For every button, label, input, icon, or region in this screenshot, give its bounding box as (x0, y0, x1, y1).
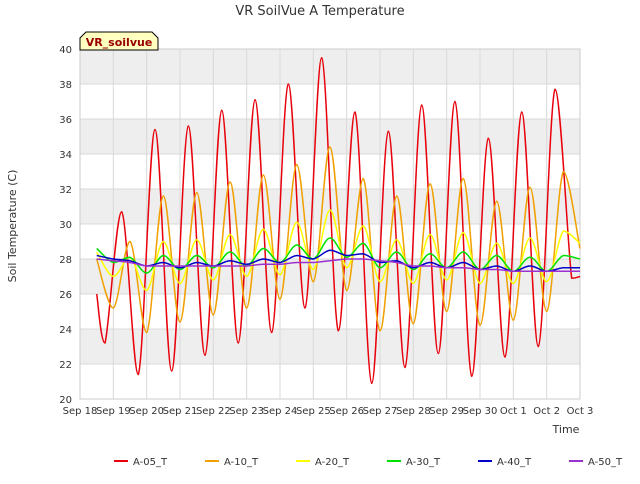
legend-label-A-40_T: A-40_T (497, 457, 532, 468)
x-tick-label: Sep 18 (63, 406, 98, 417)
x-tick-label: Sep 28 (396, 406, 431, 417)
y-tick-label: 40 (59, 45, 72, 56)
legend: A-05_T A-10_T A-20_T A-30_T A-40_T A-50_T (114, 457, 623, 468)
y-tick-label: 26 (59, 290, 72, 301)
x-tick-label: Sep 22 (196, 406, 231, 417)
chart-title: VR SoilVue A Temperature (235, 4, 404, 19)
y-tick-label: 36 (59, 115, 72, 126)
series-lines (95, 57, 581, 385)
background-bands (80, 49, 580, 364)
x-tick-label: Sep 20 (129, 406, 164, 417)
x-tick-label: Sep 26 (329, 406, 364, 417)
series-line-A-10_T (95, 146, 581, 334)
x-tick-label: Sep 27 (363, 406, 398, 417)
x-tick-label: Oct 3 (567, 406, 594, 417)
plot-frame (79, 48, 581, 400)
legend-label-A-30_T: A-30_T (406, 457, 441, 468)
x-tick-label: Sep 30 (463, 406, 498, 417)
band-38 (80, 49, 580, 84)
legend-label-A-50_T: A-50_T (588, 457, 623, 468)
y-axis-label: Soil Temperature (C) (6, 170, 19, 283)
x-axis-label: Time (552, 423, 580, 436)
band-22 (80, 329, 580, 364)
y-tick-label: 34 (59, 150, 72, 161)
x-tick-label: Sep 23 (229, 406, 264, 417)
badge-shape (79, 31, 159, 51)
x-tick-label: Sep 29 (429, 406, 464, 417)
series-line-A-20_T (96, 209, 581, 292)
band-34 (80, 119, 580, 154)
series-line-A-30_T (96, 237, 581, 274)
x-tick-label: Sep 24 (263, 406, 298, 417)
y-tick-label: 32 (59, 185, 72, 196)
legend-label-A-20_T: A-20_T (315, 457, 350, 468)
y-tick-label: 38 (59, 80, 72, 91)
y-tick-label: 28 (59, 255, 72, 266)
y-tick-label: 22 (59, 360, 72, 371)
y-tick-label: 20 (59, 395, 72, 406)
x-tick-label: Oct 1 (500, 406, 527, 417)
badge-label: VR_soilvue (86, 36, 153, 49)
series-line-A-05_T (95, 57, 581, 385)
legend-label-A-05_T: A-05_T (133, 457, 168, 468)
y-axis-ticks: 20 22 24 26 28 30 32 34 36 38 40 (59, 45, 72, 406)
y-tick-label: 24 (59, 325, 72, 336)
series-line-A-40_T (96, 249, 580, 273)
y-tick-label: 30 (59, 220, 72, 231)
legend-label-A-10_T: A-10_T (224, 457, 259, 468)
series-line-A-50_T (96, 258, 580, 273)
x-tick-label: Oct 2 (533, 406, 560, 417)
x-tick-label: Sep 25 (296, 406, 331, 417)
x-tick-label: Sep 21 (163, 406, 198, 417)
x-tick-label: Sep 19 (96, 406, 131, 417)
station-badge: VR_soilvue (79, 31, 159, 51)
